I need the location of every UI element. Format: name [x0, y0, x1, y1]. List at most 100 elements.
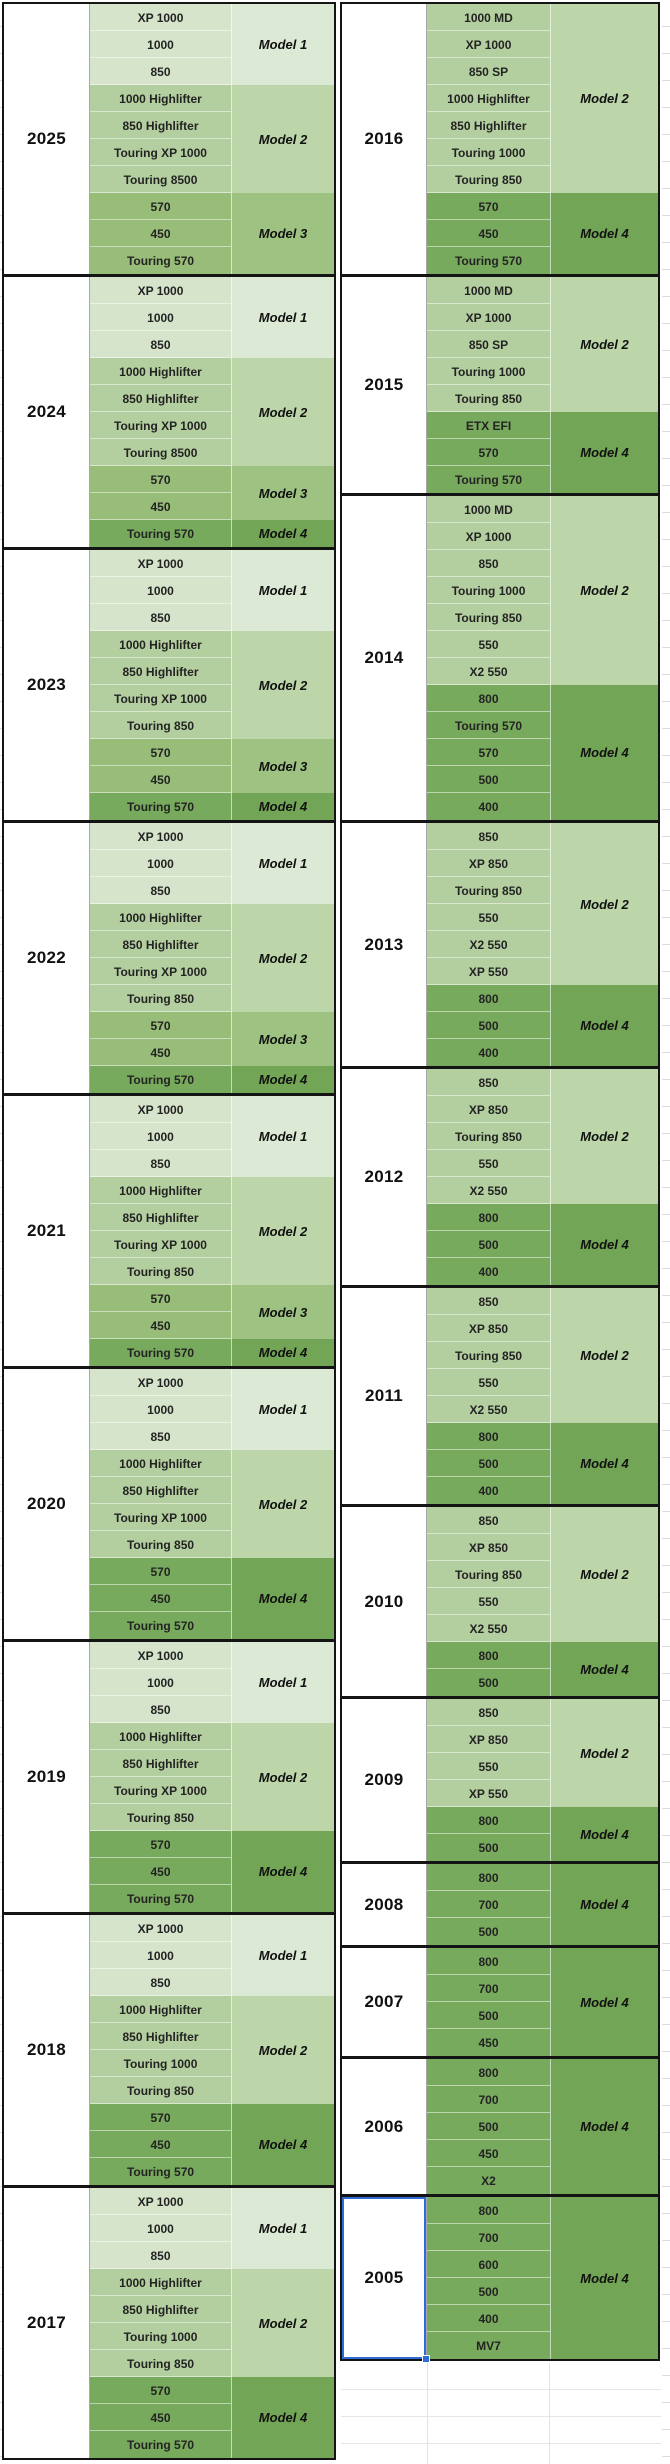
model-tier-label[interactable]: Model 3	[231, 466, 334, 520]
model-cell[interactable]: 1000 Highlifter	[90, 1996, 231, 2023]
model-tier-label[interactable]: Model 1	[231, 1096, 334, 1177]
model-cell[interactable]: Touring 850	[427, 166, 550, 193]
model-cell[interactable]: Touring 1000	[90, 2050, 231, 2077]
model-tier-label[interactable]: Model 2	[550, 496, 658, 685]
model-cell[interactable]: XP 850	[427, 850, 550, 877]
model-cell[interactable]: 800	[427, 685, 550, 712]
model-cell[interactable]: 850	[427, 1507, 550, 1534]
model-cell[interactable]: 1000 Highlifter	[90, 358, 231, 385]
model-tier-label[interactable]: Model 4	[550, 985, 658, 1066]
model-cell[interactable]: 550	[427, 1753, 550, 1780]
model-tier-label[interactable]: Model 4	[550, 1807, 658, 1861]
model-tier-label[interactable]: Model 2	[550, 4, 658, 193]
model-cell[interactable]: 850 Highlifter	[90, 931, 231, 958]
model-cell[interactable]: Touring 1000	[427, 139, 550, 166]
model-cell[interactable]: 570	[427, 439, 550, 466]
year-cell-2021[interactable]: 2021	[4, 1096, 90, 1366]
model-cell[interactable]: 570	[427, 739, 550, 766]
model-tier-label[interactable]: Model 4	[231, 1066, 334, 1093]
year-cell-2019[interactable]: 2019	[4, 1642, 90, 1912]
year-cell-2009[interactable]: 2009	[342, 1699, 427, 1861]
model-cell[interactable]: 550	[427, 631, 550, 658]
model-cell[interactable]: XP 1000	[90, 1642, 231, 1669]
model-tier-label[interactable]: Model 4	[231, 2377, 334, 2458]
year-cell-2025[interactable]: 2025	[4, 4, 90, 274]
model-cell[interactable]: 450	[90, 493, 231, 520]
model-cell[interactable]: Touring 850	[90, 1258, 231, 1285]
model-cell[interactable]: 400	[427, 1477, 550, 1504]
model-cell[interactable]: 1000	[90, 1942, 231, 1969]
year-cell-2013[interactable]: 2013	[342, 823, 427, 1066]
year-cell-2015[interactable]: 2015	[342, 277, 427, 493]
model-cell[interactable]: Touring 850	[90, 1804, 231, 1831]
model-cell[interactable]: Touring 850	[427, 877, 550, 904]
model-tier-label[interactable]: Model 3	[231, 1285, 334, 1339]
model-cell[interactable]: 850	[90, 1150, 231, 1177]
model-cell[interactable]: 800	[427, 2059, 550, 2086]
model-cell[interactable]: 850	[427, 550, 550, 577]
model-tier-label[interactable]: Model 4	[550, 412, 658, 493]
model-cell[interactable]: 800	[427, 2197, 550, 2224]
model-cell[interactable]: X2 550	[427, 1177, 550, 1204]
model-cell[interactable]: XP 850	[427, 1534, 550, 1561]
model-cell[interactable]: 1000 Highlifter	[90, 2269, 231, 2296]
model-tier-label[interactable]: Model 3	[231, 1012, 334, 1066]
model-cell[interactable]: 570	[90, 1831, 231, 1858]
model-cell[interactable]: 500	[427, 1918, 550, 1945]
model-cell[interactable]: XP 1000	[90, 1369, 231, 1396]
model-cell[interactable]: 850	[90, 331, 231, 358]
model-cell[interactable]: 450	[427, 220, 550, 247]
model-cell[interactable]: 700	[427, 2086, 550, 2113]
model-tier-label[interactable]: Model 1	[231, 2188, 334, 2269]
year-cell-2023[interactable]: 2023	[4, 550, 90, 820]
model-cell[interactable]: 800	[427, 985, 550, 1012]
model-cell[interactable]: Touring 850	[427, 604, 550, 631]
model-cell[interactable]: Touring 850	[427, 1561, 550, 1588]
model-cell[interactable]: Touring XP 1000	[90, 412, 231, 439]
model-cell[interactable]: 1000	[90, 1669, 231, 1696]
model-tier-label[interactable]: Model 1	[231, 1642, 334, 1723]
model-cell[interactable]: Touring 8500	[90, 166, 231, 193]
model-cell[interactable]: Touring 1000	[427, 358, 550, 385]
model-cell[interactable]: 700	[427, 1891, 550, 1918]
model-cell[interactable]: 500	[427, 1231, 550, 1258]
model-tier-label[interactable]: Model 4	[231, 520, 334, 547]
model-tier-label[interactable]: Model 2	[231, 85, 334, 193]
model-tier-label[interactable]: Model 2	[550, 1288, 658, 1423]
model-cell[interactable]: XP 1000	[90, 1096, 231, 1123]
model-tier-label[interactable]: Model 4	[231, 793, 334, 820]
model-tier-label[interactable]: Model 4	[231, 1558, 334, 1639]
model-tier-label[interactable]: Model 4	[550, 1642, 658, 1696]
year-cell-2007[interactable]: 2007	[342, 1948, 427, 2056]
model-cell[interactable]: XP 550	[427, 958, 550, 985]
year-cell-2018[interactable]: 2018	[4, 1915, 90, 2185]
model-tier-label[interactable]: Model 2	[231, 2269, 334, 2377]
model-cell[interactable]: 570	[90, 2377, 231, 2404]
model-cell[interactable]: 850	[90, 877, 231, 904]
model-cell[interactable]: Touring 850	[90, 985, 231, 1012]
model-cell[interactable]: Touring 850	[427, 1342, 550, 1369]
model-cell[interactable]: 450	[90, 2131, 231, 2158]
model-cell[interactable]: 400	[427, 793, 550, 820]
model-cell[interactable]: 1000	[90, 31, 231, 58]
model-cell[interactable]: 850	[427, 1699, 550, 1726]
model-cell[interactable]: 570	[90, 1285, 231, 1312]
model-tier-label[interactable]: Model 4	[550, 1948, 658, 2056]
model-cell[interactable]: 450	[90, 766, 231, 793]
model-tier-label[interactable]: Model 4	[550, 685, 658, 820]
model-tier-label[interactable]: Model 2	[550, 277, 658, 412]
model-cell[interactable]: Touring XP 1000	[90, 958, 231, 985]
model-cell[interactable]: 570	[90, 466, 231, 493]
model-cell[interactable]: 1000	[90, 577, 231, 604]
model-cell[interactable]: 1000 Highlifter	[90, 1450, 231, 1477]
model-cell[interactable]: 850	[427, 1288, 550, 1315]
model-cell[interactable]: Touring 570	[90, 1885, 231, 1912]
model-tier-label[interactable]: Model 1	[231, 277, 334, 358]
model-cell[interactable]: 500	[427, 766, 550, 793]
model-tier-label[interactable]: Model 2	[231, 631, 334, 739]
model-tier-label[interactable]: Model 2	[550, 1507, 658, 1642]
model-tier-label[interactable]: Model 2	[231, 904, 334, 1012]
model-cell[interactable]: 1000 MD	[427, 277, 550, 304]
model-cell[interactable]: 800	[427, 1864, 550, 1891]
model-tier-label[interactable]: Model 4	[550, 193, 658, 274]
